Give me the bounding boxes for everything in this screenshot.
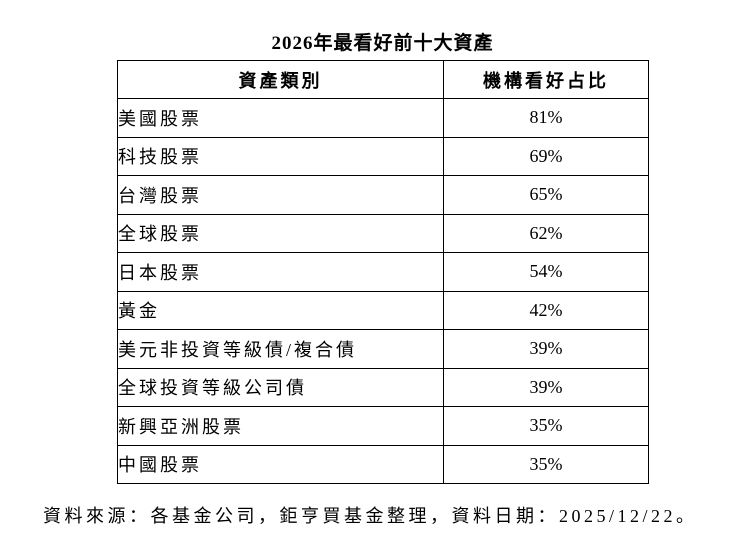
- table-row: 全球股票 62%: [117, 213, 649, 253]
- table-row: 美元非投資等級債/複合債 39%: [117, 329, 649, 369]
- assets-table-header: 資產類別 機構看好占比: [117, 60, 649, 99]
- favor-ratio-cell: 69%: [443, 136, 649, 176]
- asset-category-cell: 新興亞洲股票: [117, 406, 444, 446]
- header-row: 資產類別 機構看好占比: [117, 60, 649, 99]
- asset-category-cell: 中國股票: [117, 444, 444, 484]
- asset-category-cell: 全球股票: [117, 213, 444, 253]
- table-row: 中國股票 35%: [117, 444, 649, 484]
- page-title: 2026年最看好前十大資產: [271, 33, 494, 54]
- assets-table-body: 美國股票 81% 科技股票 69% 台灣股票 65% 全球股票 62% 日本股票 54% 黃金 42%…: [117, 98, 649, 484]
- asset-category-cell: 美國股票: [117, 98, 444, 138]
- source-note: 資料來源：各基金公司，鉅亨買基金整理，資料日期：2025/12/22。: [43, 506, 698, 526]
- column-header-asset-category: 資產類別: [117, 60, 444, 99]
- favor-ratio-cell: 62%: [443, 213, 649, 253]
- favor-ratio-cell: 65%: [443, 175, 649, 215]
- table-row: 黃金 42%: [117, 290, 649, 330]
- asset-category-cell: 日本股票: [117, 252, 444, 292]
- asset-category-cell: 全球投資等級公司債: [117, 367, 444, 407]
- table-row: 台灣股票 65%: [117, 175, 649, 215]
- asset-category-cell: 台灣股票: [117, 175, 444, 215]
- table-row: 美國股票 81%: [117, 98, 649, 138]
- favor-ratio-cell: 35%: [443, 406, 649, 446]
- asset-category-cell: 美元非投資等級債/複合債: [117, 329, 444, 369]
- favor-ratio-cell: 39%: [443, 367, 649, 407]
- favor-ratio-cell: 39%: [443, 329, 649, 369]
- table-row: 新興亞洲股票 35%: [117, 406, 649, 446]
- table-row: 科技股票 69%: [117, 136, 649, 176]
- asset-category-cell: 科技股票: [117, 136, 444, 176]
- asset-category-cell: 黃金: [117, 290, 444, 330]
- assets-table: 資產類別 機構看好占比 美國股票 81% 科技股票 69% 台灣股票 65% 全球股票 62%…: [117, 60, 649, 484]
- column-header-favor-ratio: 機構看好占比: [443, 60, 649, 99]
- favor-ratio-cell: 54%: [443, 252, 649, 292]
- favor-ratio-cell: 81%: [443, 98, 649, 138]
- table-row: 全球投資等級公司債 39%: [117, 367, 649, 407]
- favor-ratio-cell: 42%: [443, 290, 649, 330]
- table-row: 日本股票 54%: [117, 252, 649, 292]
- favor-ratio-cell: 35%: [443, 444, 649, 484]
